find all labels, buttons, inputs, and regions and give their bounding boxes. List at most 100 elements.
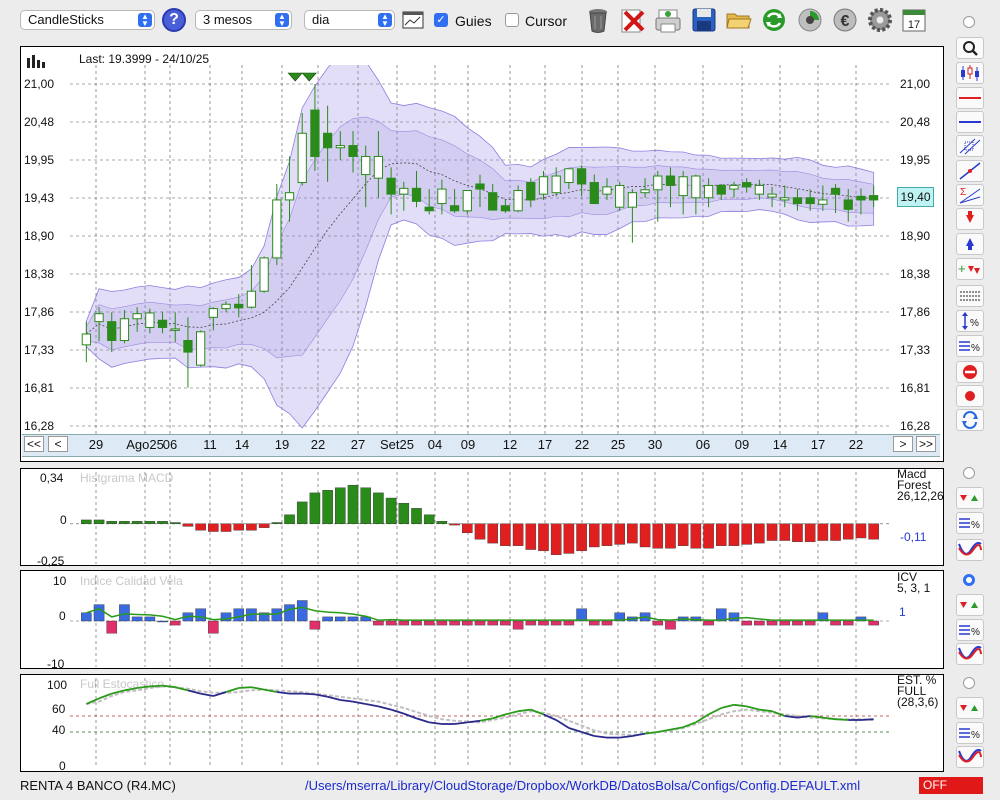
nav-next-button[interactable]: > (893, 436, 913, 452)
stoch-y-tick: 40 (52, 723, 66, 737)
fibonacci-icon[interactable]: Σ (956, 184, 984, 206)
candle-body (818, 199, 828, 205)
stochastic-k-segment (860, 718, 874, 721)
refresh-arrows-icon[interactable] (956, 409, 984, 431)
grid-lines-icon[interactable] (956, 285, 984, 307)
macd-bar (728, 523, 740, 546)
macd-y-tick: -0,25 (37, 554, 65, 568)
x-axis-label: 14 (772, 437, 788, 452)
trash-icon[interactable] (584, 6, 612, 34)
horizontal-percent-icon[interactable]: % (956, 722, 984, 744)
chart-settings-icon[interactable] (402, 10, 424, 30)
macd-bar (246, 523, 257, 531)
arrow-down-icon[interactable] (956, 208, 984, 230)
stochastic-k-segment (225, 687, 240, 693)
macd-bar (842, 523, 854, 540)
macd-info: Macd Forest 26,12,26 (897, 468, 944, 502)
calendar-icon[interactable]: 17 (900, 6, 928, 34)
price-chart-plot[interactable] (70, 65, 890, 435)
icv-bar (81, 612, 92, 622)
print-icon[interactable] (654, 6, 682, 34)
chart-type-select[interactable]: CandleSticks ▲ ▼ (20, 10, 155, 30)
nav-last-button[interactable]: >> (916, 436, 936, 452)
add-arrows-icon[interactable]: + (956, 258, 984, 280)
stoch-info-line: EST. % (897, 673, 937, 687)
icv-histogram-plot[interactable] (70, 575, 890, 667)
y-tick-right: 17,33 (900, 343, 931, 357)
x-axis-label: 11 (203, 437, 217, 452)
trend-line-icon[interactable] (956, 160, 984, 182)
nav-first-button[interactable]: << (24, 436, 44, 452)
sync-icon[interactable] (796, 6, 824, 34)
arrow-up-icon[interactable] (956, 233, 984, 255)
help-icon[interactable]: ? (162, 8, 186, 32)
gear-icon[interactable] (866, 6, 894, 34)
period-select[interactable]: 3 mesos ▲ ▼ (195, 10, 292, 30)
y-tick-right: 16,28 (900, 419, 931, 433)
icv-bar (538, 620, 549, 626)
stochastic-panel[interactable] (20, 674, 944, 772)
icv-bar (792, 620, 803, 626)
panel-radio-macd[interactable] (963, 467, 975, 479)
y-tick-left: 21,00 (24, 77, 55, 91)
save-icon[interactable] (690, 6, 718, 34)
interval-select[interactable]: dia ▲ ▼ (304, 10, 395, 30)
macd-panel[interactable] (20, 468, 944, 566)
macd-y-tick: 0 (60, 513, 67, 527)
stochastic-k-segment (416, 717, 430, 724)
stochastic-k-segment (619, 735, 633, 739)
vertical-percent-icon[interactable]: % (956, 310, 984, 332)
config-path-link[interactable]: /Users/mserra/Library/CloudStorage/Dropb… (305, 778, 861, 793)
stochastic-k-segment (797, 715, 811, 719)
nav-prev-button[interactable]: < (48, 436, 68, 452)
trend-channel-icon[interactable] (956, 135, 984, 157)
horizontal-percent-icon[interactable]: % (956, 619, 984, 641)
zoom-icon[interactable] (956, 37, 984, 59)
y-tick-left: 19,95 (24, 153, 55, 167)
x-axis-label: 30 (647, 437, 663, 452)
panel-radio-icv[interactable] (963, 574, 975, 586)
panel-radio-stochastic[interactable] (963, 677, 975, 689)
indicator-curve-icon[interactable] (956, 746, 984, 768)
stop-icon[interactable] (956, 361, 984, 383)
time-navigation-bar[interactable] (22, 434, 940, 457)
horizontal-line-blue-icon[interactable] (956, 111, 984, 133)
stochastic-k-segment (137, 685, 150, 689)
candle-body (767, 193, 777, 198)
stochastic-plot[interactable] (70, 678, 890, 768)
indicator-curve-icon[interactable] (956, 539, 984, 561)
stochastic-k-segment (111, 689, 125, 695)
arrows-icon[interactable] (956, 697, 984, 719)
cursor-checkbox[interactable] (505, 13, 519, 27)
macd-bar (589, 523, 600, 548)
euro-icon[interactable]: € (831, 6, 859, 34)
macd-bar (627, 523, 638, 544)
macd-bar (474, 523, 486, 540)
macd-bar (792, 523, 803, 543)
icv-bar (550, 620, 562, 626)
horizontal-percent-icon[interactable]: % (956, 512, 984, 534)
indicator-curve-icon[interactable] (956, 643, 984, 665)
candle-icon[interactable] (956, 62, 984, 84)
candle-body (386, 177, 396, 195)
icv-value: 1 (899, 605, 906, 619)
y-tick-right: 18,38 (900, 267, 931, 281)
macd-bar (220, 523, 232, 532)
horizontal-line-red-icon[interactable] (956, 87, 984, 109)
price-chart-panel[interactable] (20, 46, 944, 462)
delete-icon[interactable] (619, 6, 647, 34)
guides-checkbox[interactable]: ✓ (434, 13, 448, 27)
svg-text:€: € (841, 13, 850, 30)
arrows-icon[interactable] (956, 487, 984, 509)
off-status-badge[interactable]: OFF (919, 777, 983, 794)
macd-bar (512, 523, 524, 546)
record-icon[interactable] (956, 385, 984, 407)
macd-histogram-plot[interactable] (70, 472, 890, 564)
arrows-icon[interactable] (956, 594, 984, 616)
horizontal-percent-icon[interactable]: % (956, 335, 984, 357)
y-tick-left: 18,38 (24, 267, 55, 281)
open-folder-icon[interactable] (725, 6, 753, 34)
stochastic-k-segment (314, 693, 328, 698)
refresh-icon[interactable] (760, 6, 788, 34)
panel-radio-main[interactable] (963, 16, 975, 28)
